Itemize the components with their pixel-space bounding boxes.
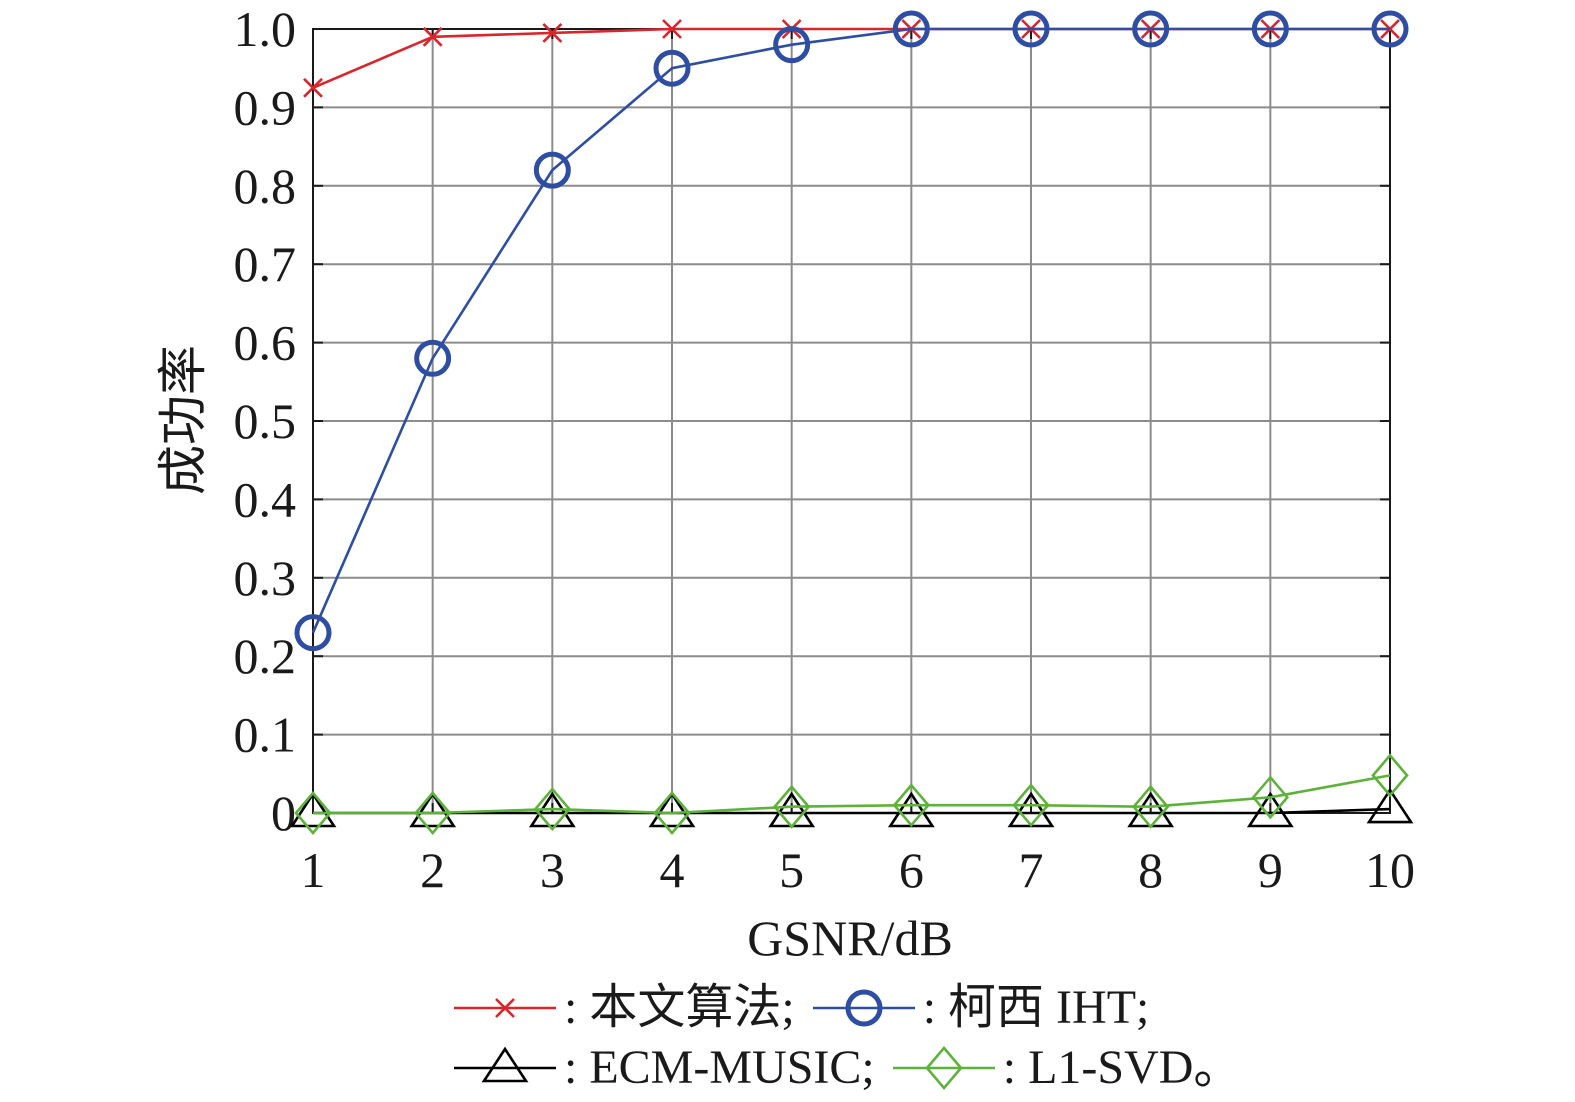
y-tick-label: 0.8 — [234, 158, 297, 214]
series-3-point-diamond-marker — [294, 790, 332, 836]
series-layer — [289, 10, 1414, 836]
legend-marker — [481, 1046, 529, 1083]
legend-item-2: : ECM-MUSIC; — [452, 1040, 875, 1096]
y-tick-label: 0.5 — [234, 393, 297, 449]
legend-separator: : — [564, 1041, 578, 1094]
series-3-point-diamond-marker — [1251, 775, 1290, 820]
series-3-point-diamond-marker — [413, 790, 452, 836]
series-2-point-triangle-marker — [1246, 791, 1294, 828]
x-axis-label: GSNR/dB — [747, 910, 953, 960]
legend-marker — [925, 1045, 963, 1091]
y-axis-label: 成功率 — [155, 345, 211, 495]
legend-series-name: 柯西 IHT — [948, 981, 1137, 1034]
series-1-point-circle-marker — [533, 151, 571, 189]
legend-suffix: 。 — [1193, 1041, 1242, 1094]
series-0-point-x-marker — [303, 77, 323, 98]
legend-circle-marker-icon — [812, 989, 915, 1027]
series-1 — [294, 10, 1409, 652]
legend-series-name: ECM-MUSIC — [589, 1041, 862, 1094]
series-2-point-triangle-marker — [289, 791, 337, 828]
legend: : 本文算法;: 柯西 IHT; : ECM-MUSIC;: L1-SVD。 — [452, 980, 1352, 1100]
legend-separator: : — [564, 981, 578, 1034]
legend-suffix: ; — [781, 981, 795, 1034]
series-1-point-circle-marker — [1251, 10, 1289, 48]
x-tick-label: 8 — [1138, 842, 1163, 898]
legend-suffix: ; — [861, 1041, 875, 1094]
series-1-point-circle-marker — [1012, 10, 1050, 48]
series-1-point-circle-marker — [892, 10, 930, 48]
series-3-line — [313, 774, 1391, 815]
series-2-point-triangle-marker — [1366, 787, 1414, 824]
series-3-point-diamond-marker — [772, 784, 811, 829]
legend-diamond-marker-icon — [892, 1045, 995, 1091]
series-3-point-diamond-marker — [533, 787, 572, 832]
y-tick-labels: 0 0.1 0.2 0.3 0.4 0.5 0.6 0.7 0.8 0.9 1.0 — [234, 1, 297, 841]
legend-suffix: ; — [1136, 981, 1150, 1034]
legend-separator: : — [1002, 1041, 1017, 1094]
x-tick-label: 6 — [899, 842, 924, 898]
grid — [312, 28, 1391, 814]
series-1-point-circle-marker — [1371, 10, 1409, 48]
x-tick-labels: 1 2 3 4 5 6 7 8 9 10 — [301, 842, 1416, 898]
legend-triangle-marker-icon — [454, 1046, 556, 1083]
series-1-point-circle-marker — [414, 339, 452, 377]
series-0-point-x-marker — [422, 26, 443, 47]
series-3-point-diamond-marker — [653, 790, 691, 836]
x-tick-label: 1 — [301, 842, 326, 898]
legend-separator: : — [922, 981, 937, 1034]
series-3-point-diamond-marker — [1371, 753, 1409, 798]
legend-row: : ECM-MUSIC;: L1-SVD。 — [452, 1040, 1352, 1096]
legend-marker — [845, 989, 883, 1027]
series-3-point-diamond-marker — [1012, 783, 1050, 828]
legend-series-name: L1-SVD — [1028, 1041, 1194, 1094]
series-1-point-circle-marker — [294, 614, 332, 652]
series-0 — [303, 19, 1400, 98]
x-tick-label: 7 — [1019, 842, 1044, 898]
x-tick-label: 4 — [660, 842, 685, 898]
series-3 — [294, 753, 1409, 836]
series-2-line — [313, 807, 1391, 815]
series-1-point-circle-marker — [1132, 10, 1170, 48]
y-tick-label: 0.1 — [234, 707, 297, 763]
legend-item-3: : L1-SVD。 — [891, 1040, 1242, 1096]
legend-item-1: : 柯西 IHT; — [811, 980, 1150, 1036]
x-tick-label: 2 — [420, 842, 445, 898]
series-2-point-triangle-marker — [648, 791, 696, 828]
legend-item-0: : 本文算法; — [452, 980, 795, 1036]
legend-row: : 本文算法;: 柯西 IHT; — [452, 980, 1352, 1036]
x-tick-label: 3 — [540, 842, 565, 898]
y-tick-label: 0 — [271, 785, 296, 841]
series-1-line — [311, 27, 1390, 634]
y-tick-label: 0.3 — [234, 550, 297, 606]
series-1-point-circle-marker — [773, 26, 811, 64]
legend-marker — [495, 998, 515, 1018]
x-tick-label: 10 — [1365, 842, 1415, 898]
y-tick-label: 0.2 — [234, 628, 297, 684]
series-3-point-diamond-marker — [1131, 784, 1170, 829]
chart-svg: 0 0.1 0.2 0.3 0.4 0.5 0.6 0.7 0.8 0.9 1.0 1 2 3 4 5 6 7 8… — [155, 1, 1416, 960]
series-2 — [289, 787, 1414, 828]
y-tick-label: 1.0 — [234, 1, 297, 57]
series-3-point-diamond-marker — [892, 783, 931, 828]
x-tick-label: 9 — [1258, 842, 1283, 898]
y-tick-label: 0.4 — [234, 471, 297, 527]
legend-series-name: 本文算法 — [589, 981, 782, 1034]
series-1-point-circle-marker — [653, 49, 691, 87]
legend-x-marker-icon — [454, 998, 556, 1018]
y-tick-label: 0.9 — [234, 79, 297, 135]
y-tick-label: 0.7 — [234, 236, 297, 292]
x-tick-label: 5 — [779, 842, 804, 898]
series-0-point-x-marker — [662, 19, 682, 39]
y-tick-label: 0.6 — [234, 315, 297, 371]
series-2-point-triangle-marker — [409, 791, 457, 828]
series-0-point-x-marker — [542, 23, 563, 43]
